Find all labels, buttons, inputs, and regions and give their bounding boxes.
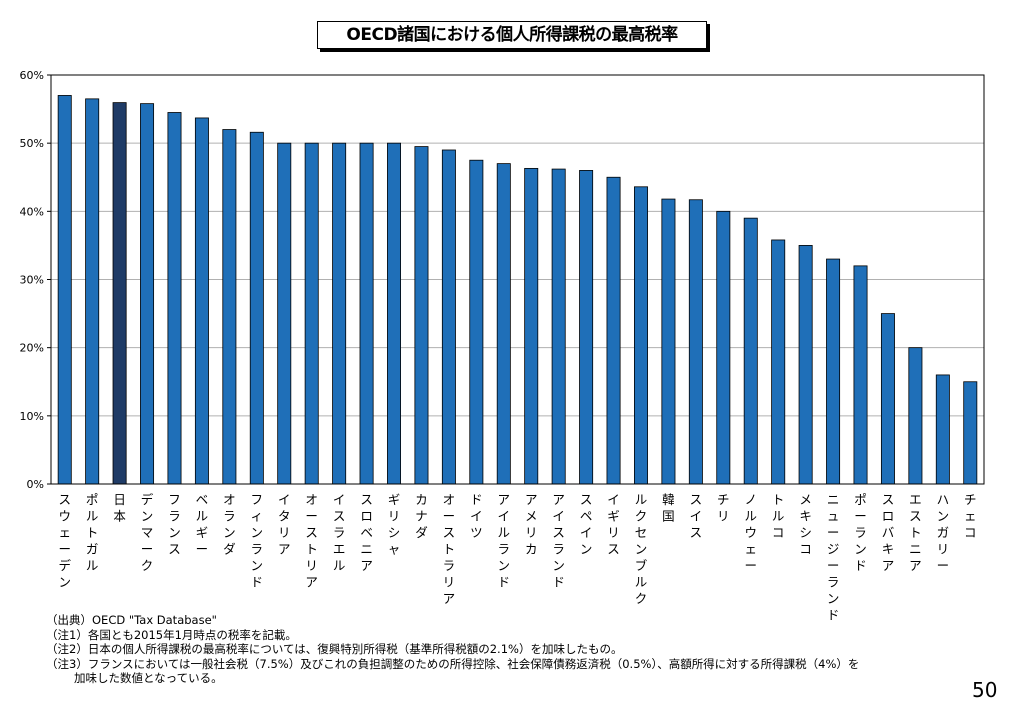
- bar-アイスランド: [551, 168, 566, 485]
- x-category-label: ギリシャ: [388, 492, 401, 557]
- bar-ハンガリー: [935, 374, 950, 485]
- bar-イタリア: [277, 142, 292, 485]
- bar-イギリス: [606, 176, 621, 485]
- bar-ノルウェー: [743, 217, 758, 485]
- bar-デンマーク: [140, 103, 155, 485]
- note-3: （注3）フランスにおいては一般社会税（7.5%）及びこれの負担調整のための所得控…: [46, 656, 860, 671]
- bar-ニュージーランド: [826, 258, 841, 485]
- x-category-label: オーストリア: [305, 492, 318, 590]
- bar-スペイン: [579, 170, 594, 485]
- bar-ベルギー: [194, 117, 209, 485]
- x-category-label: 韓国: [662, 492, 675, 524]
- footnotes: （出典）OECD "Tax Database" （注1）各国とも2015年1月時…: [46, 613, 946, 686]
- bar-オーストリア: [304, 142, 319, 485]
- x-category-label: フランス: [168, 492, 181, 557]
- bar-スロバキア: [880, 313, 895, 485]
- x-category-label: メキシコ: [799, 492, 812, 557]
- x-category-label: ポルトガル: [86, 492, 99, 573]
- page-number: 50: [972, 678, 998, 702]
- bar-オランダ: [222, 129, 237, 485]
- x-category-label: カナダ: [415, 492, 428, 540]
- x-category-label: イギリス: [607, 492, 620, 557]
- x-category-label: スウェーデン: [58, 492, 71, 590]
- x-category-label: スペイン: [580, 492, 593, 557]
- bar-ドイツ: [469, 159, 484, 485]
- x-category-label: スイス: [690, 492, 703, 540]
- bar-イスラエル: [332, 142, 347, 485]
- bar-韓国: [661, 198, 676, 485]
- bar-カナダ: [414, 146, 429, 485]
- source-note: （出典）OECD "Tax Database": [46, 613, 217, 627]
- bar-チリ: [716, 210, 731, 485]
- x-category-label: イタリア: [278, 492, 291, 557]
- y-tick-label: 20%: [20, 342, 44, 355]
- x-category-label: ベルギー: [196, 492, 209, 557]
- bar-チェコ: [963, 381, 978, 485]
- bar-ルクセンブルク: [633, 186, 648, 485]
- x-category-label: アイスランド: [552, 492, 565, 590]
- y-tick-label: 60%: [20, 69, 44, 82]
- x-axis-labels: スウェーデン ポルトガル 日本 デンマーク フランス ベルギー オランダ フィンランド イタリア…: [58, 492, 976, 623]
- x-category-label: 日本: [113, 492, 126, 524]
- x-category-label: ノルウェー: [744, 492, 757, 573]
- x-category-label: エストニア: [909, 492, 922, 573]
- bar-アメリカ: [524, 167, 539, 485]
- bar-スロベニア: [359, 142, 374, 485]
- note-1: （注1）各国とも2015年1月時点の税率を記載。: [46, 627, 297, 642]
- note-3-continued: 加味した数値となっている。: [74, 671, 223, 685]
- x-category-label: ニュージーランド: [827, 492, 840, 623]
- bar-ポルトガル: [85, 98, 100, 485]
- bar-フランス: [167, 112, 182, 485]
- x-category-label: オーストラリア: [443, 492, 456, 606]
- x-category-label: チリ: [717, 492, 730, 524]
- bar-メキシコ: [798, 245, 813, 485]
- y-tick-label: 40%: [20, 205, 44, 218]
- x-category-label: ルクセンブルク: [635, 492, 648, 606]
- x-category-label: ドイツ: [470, 492, 483, 540]
- y-tick-label: 10%: [20, 410, 44, 423]
- x-category-label: トルコ: [772, 492, 785, 540]
- bar-エストニア: [908, 347, 923, 485]
- y-tick-label: 50%: [20, 137, 44, 150]
- bars: [57, 95, 978, 485]
- x-category-label: イスラエル: [333, 492, 346, 573]
- bar-日本: [112, 102, 127, 485]
- x-category-label: ハンガリー: [937, 492, 950, 573]
- bar-トルコ: [771, 239, 786, 485]
- bar-スイス: [688, 199, 703, 485]
- chart-title: OECD諸国における個人所得課税の最高税率: [317, 21, 707, 49]
- bar-フィンランド: [249, 131, 264, 485]
- x-category-label: アメリカ: [525, 492, 538, 557]
- bar-オーストラリア: [441, 149, 456, 485]
- x-category-label: チェコ: [964, 492, 977, 540]
- bar-アイルランド: [496, 163, 511, 485]
- x-category-label: スロバキア: [882, 492, 895, 573]
- bar-スウェーデン: [57, 95, 72, 485]
- y-tick-label: 0%: [27, 478, 44, 491]
- x-category-label: ポーランド: [854, 492, 867, 573]
- bar-ポーランド: [853, 265, 868, 485]
- y-axis-ticks: 0% 10% 20% 30% 40% 50% 60%: [20, 69, 51, 491]
- y-tick-label: 30%: [20, 274, 44, 287]
- gridlines: [51, 142, 984, 417]
- bar-chart: 0% 10% 20% 30% 40% 50% 60% スウェーデン ポルトガル 日本 デンマーク フ…: [20, 69, 985, 623]
- x-category-label: デンマーク: [141, 492, 154, 573]
- x-category-label: フィンランド: [251, 492, 264, 590]
- bar-ギリシャ: [387, 142, 402, 485]
- note-2: （注2）日本の個人所得課税の最高税率については、復興特別所得税（基準所得税額の2…: [46, 642, 623, 656]
- plot-frame: [50, 74, 985, 485]
- x-category-label: スロベニア: [360, 492, 373, 573]
- x-category-label: アイルランド: [498, 492, 511, 590]
- x-category-label: オランダ: [223, 492, 236, 557]
